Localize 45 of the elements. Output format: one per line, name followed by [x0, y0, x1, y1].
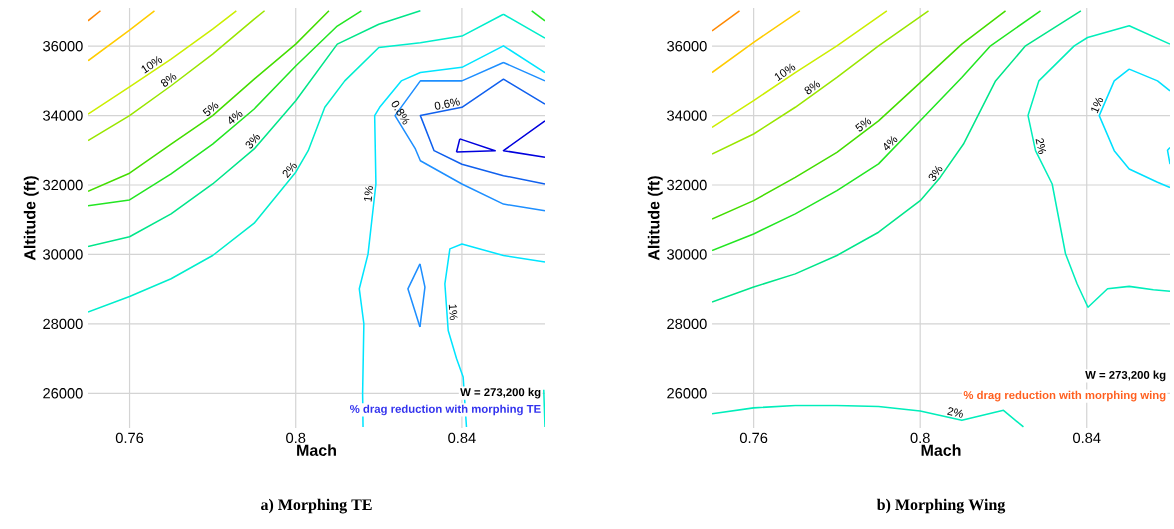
x-axis-title: Mach: [297, 444, 336, 456]
text: 3%: [928, 165, 943, 181]
y-tick-label: 32000: [43, 179, 83, 191]
y-tick-label: 26000: [43, 388, 83, 399]
text: a) Morphing TE: [261, 498, 372, 514]
y-tick-label: 30000: [43, 249, 83, 260]
text: 5%: [202, 101, 219, 117]
text: 2%: [947, 407, 963, 418]
y-tick-label: 36000: [667, 41, 707, 52]
text: b) Morphing Wing: [876, 498, 1006, 514]
x-tick-label: 0.8: [286, 432, 306, 444]
y-tick-label: 28000: [667, 318, 707, 330]
text: 3%: [245, 133, 260, 149]
text: 10%: [774, 63, 796, 82]
y-tick-label: 28000: [43, 318, 83, 330]
text: 1%: [363, 186, 374, 202]
x-axis-title: Mach: [921, 444, 961, 456]
y-axis-title: Altitude (ft): [647, 176, 663, 261]
text: 8%: [804, 80, 821, 95]
text: 2%: [1035, 138, 1047, 155]
annotation: W = 273,200 kg: [460, 387, 541, 399]
y-axis-title: Altitude (ft): [23, 176, 39, 261]
annotation: % drag reduction with morphing TE: [349, 404, 541, 416]
text: 10%: [141, 56, 163, 74]
text: 4%: [883, 135, 898, 151]
x-tick-label: 0.76: [739, 432, 768, 444]
y-tick-label: 32000: [667, 179, 707, 191]
x-tick-label: 0.76: [115, 432, 144, 444]
text: 2%: [282, 162, 297, 179]
annotation: W = 273,200 kg: [1085, 370, 1166, 382]
y-tick-label: 36000: [43, 41, 83, 52]
y-tick-label: 30000: [667, 249, 707, 260]
text: 5%: [855, 117, 872, 132]
x-tick-label: 0.84: [448, 432, 476, 444]
text: 8%: [160, 72, 177, 87]
text: 1%: [1091, 97, 1104, 114]
x-tick-label: 0.84: [1073, 432, 1101, 444]
annotation: % drag reduction with morphing wing: [963, 390, 1166, 402]
y-tick-label: 26000: [667, 388, 707, 399]
text: 0.6%: [434, 97, 460, 110]
text: 1%: [448, 304, 458, 320]
y-tick-label: 34000: [667, 110, 707, 121]
y-tick-label: 34000: [43, 110, 83, 121]
x-tick-label: 0.8: [910, 432, 930, 444]
text: 4%: [228, 110, 243, 124]
